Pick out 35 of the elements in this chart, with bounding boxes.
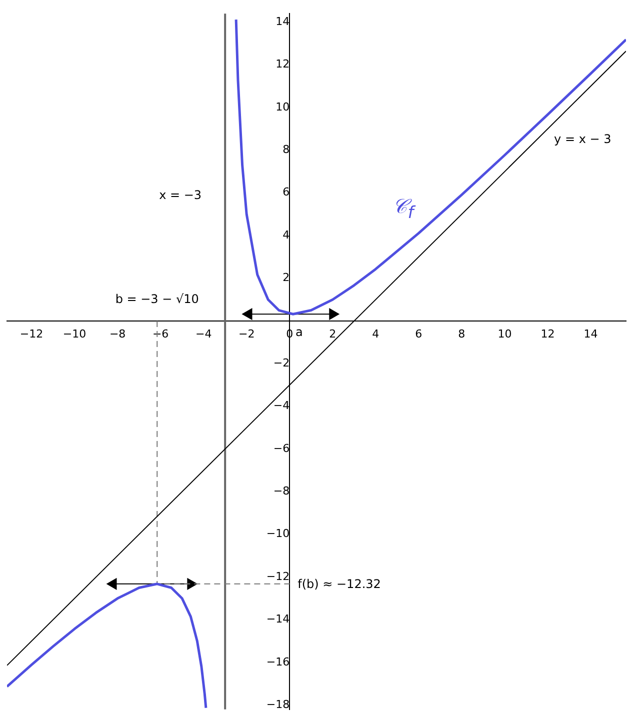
y-tick-label: −10: [266, 527, 290, 540]
x-tick-label: 10: [498, 327, 512, 340]
x-tick-label: −8: [109, 327, 126, 340]
annotation: f(b) ≈ −12.32: [298, 576, 381, 591]
y-tick-label: 8: [282, 143, 290, 156]
y-tick-label: −6: [273, 442, 290, 455]
x-tick-label: 6: [415, 327, 422, 340]
x-tick-label: 2: [329, 327, 336, 340]
y-tick-label: −2: [273, 356, 290, 370]
y-tick-label: 6: [282, 186, 290, 199]
x-tick-label: −10: [62, 327, 86, 340]
x-tick-label: 8: [458, 327, 466, 340]
x-tick-label: 14: [584, 327, 598, 340]
y-tick-label: −12: [266, 570, 290, 583]
annotation: a: [295, 324, 303, 339]
y-tick-label: −14: [266, 612, 290, 626]
annotation: x = −3: [159, 188, 202, 202]
y-tick-label: 2: [282, 271, 290, 284]
y-tick-label: −16: [266, 655, 290, 668]
x-tick-label: −2: [238, 327, 255, 340]
y-tick-label: 4: [282, 228, 290, 242]
x-tick-label: −6: [152, 327, 169, 340]
y-tick-label: −18: [266, 698, 290, 711]
y-tick-label: −4: [273, 399, 290, 412]
x-tick-label: −12: [20, 327, 44, 340]
annotation: 𝒞$_{f}$: [392, 194, 414, 222]
y-tick-label: 12: [276, 58, 290, 71]
x-tick-label: 4: [372, 327, 380, 340]
x-tick-label: 12: [540, 327, 555, 340]
y-tick-label: 10: [276, 100, 290, 114]
y-tick-label: −8: [273, 484, 290, 498]
annotation: b = −3 − √10: [115, 292, 199, 306]
annotation: y = x − 3: [554, 132, 612, 146]
y-tick-label: 14: [276, 14, 290, 28]
x-tick-label: −4: [195, 327, 212, 340]
